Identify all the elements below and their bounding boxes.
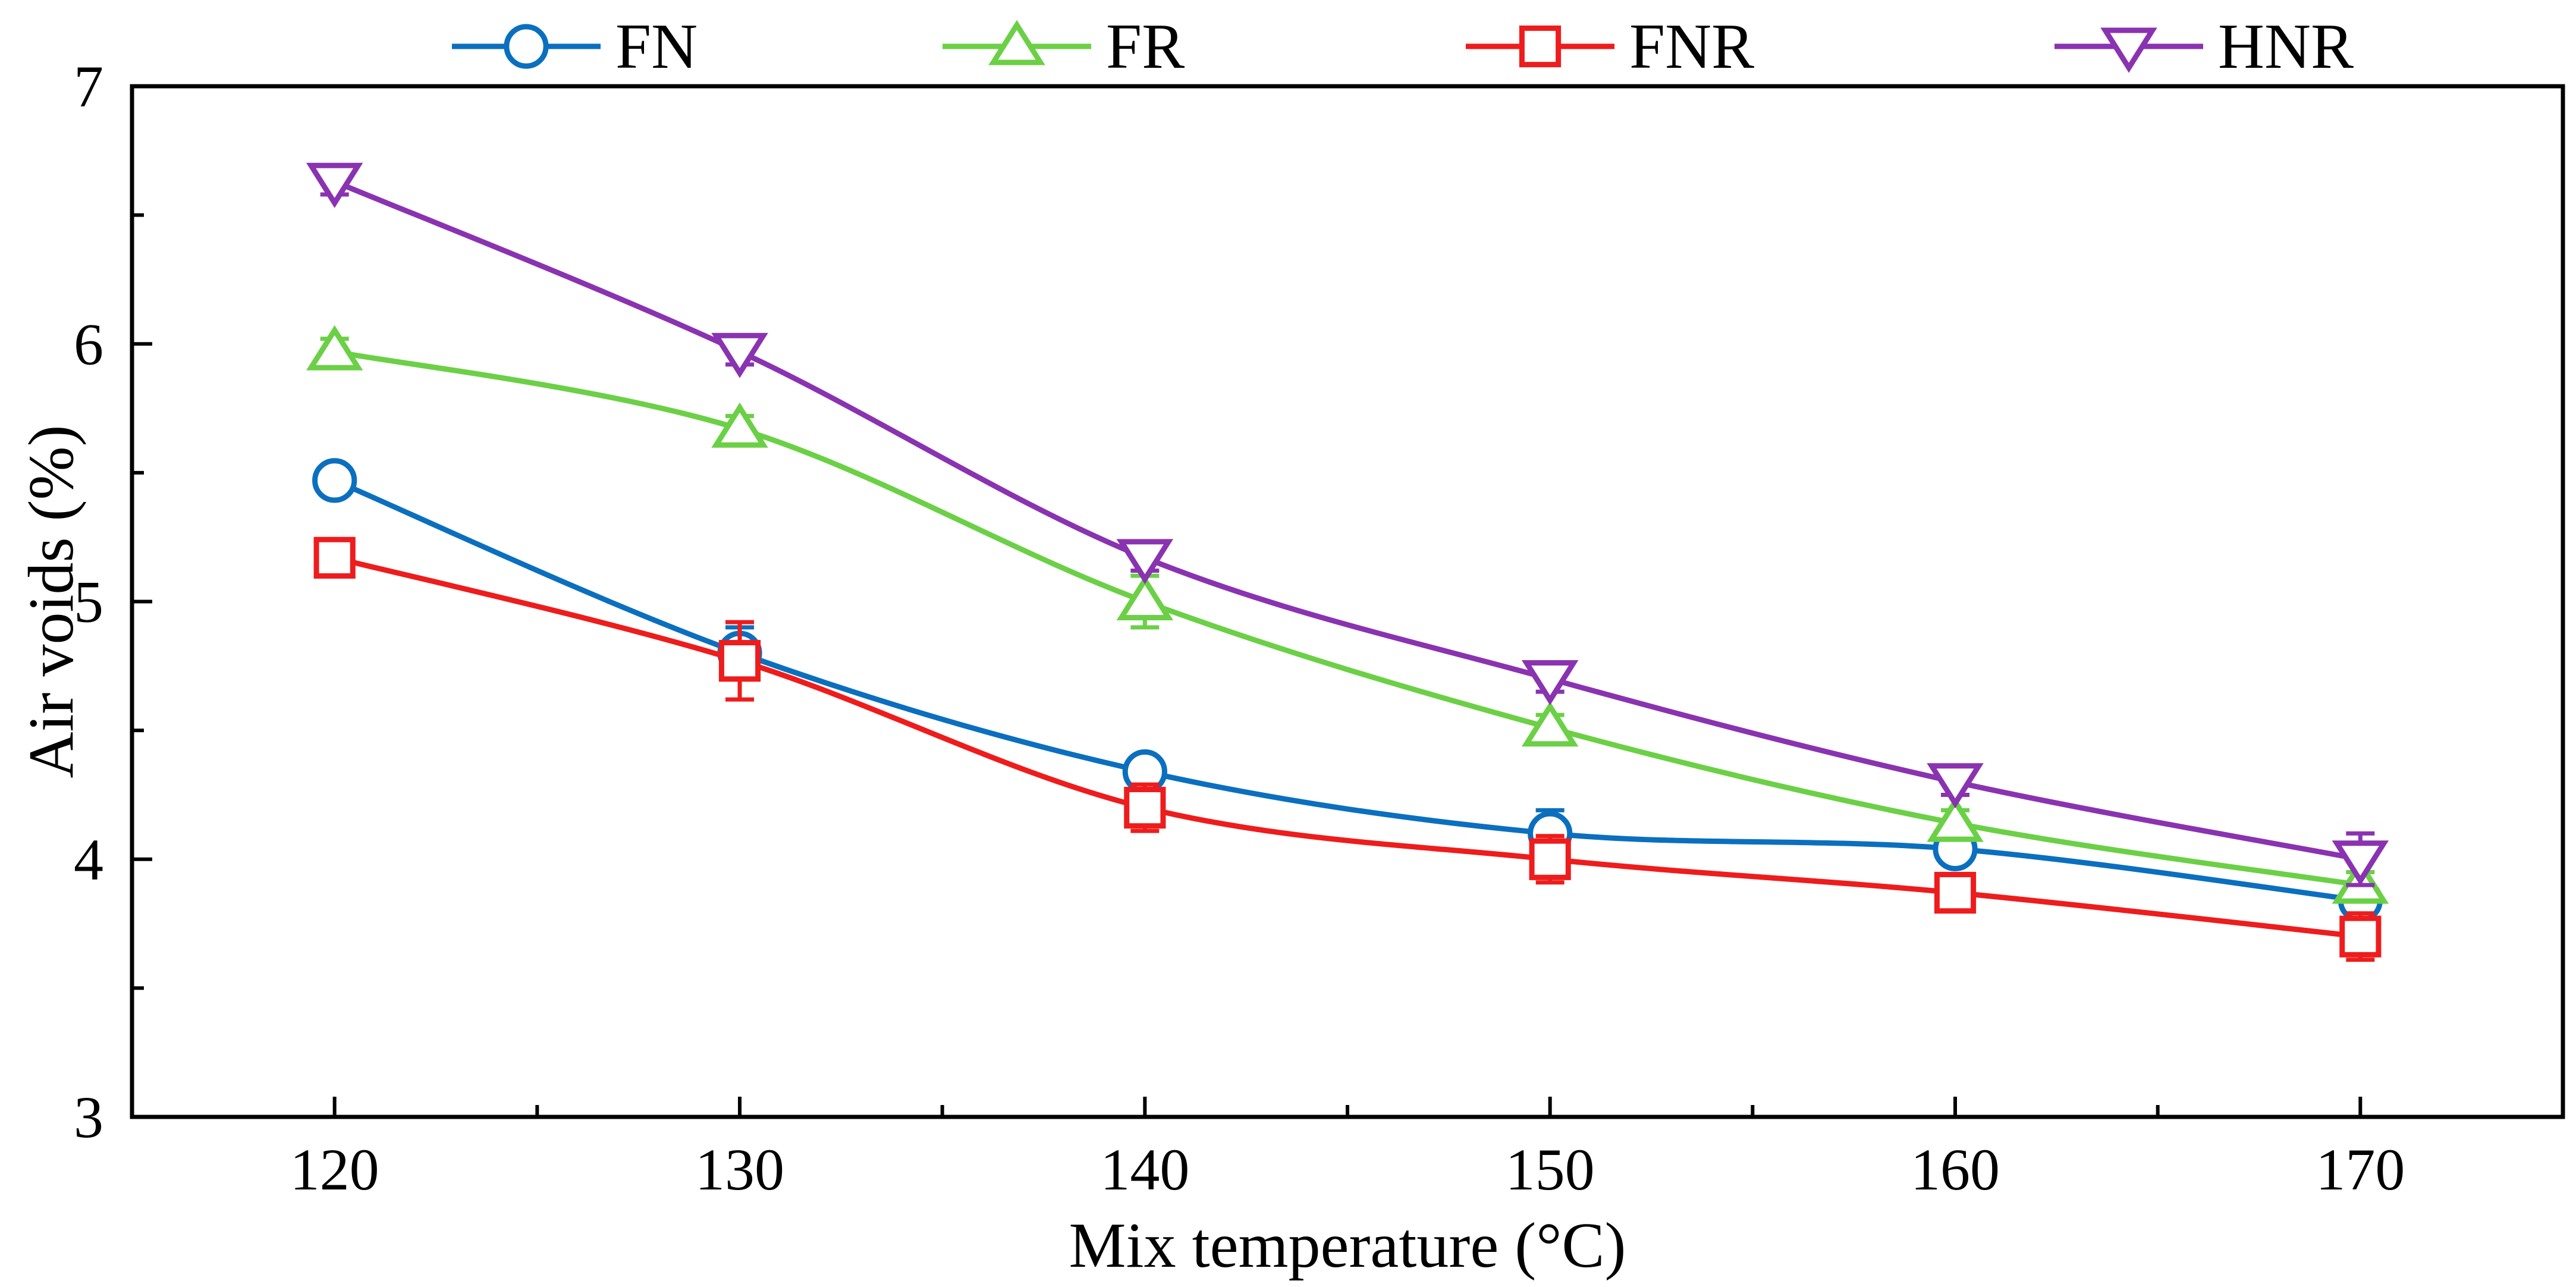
data-point-fnr: [718, 640, 761, 682]
legend-marker-hnr: [2100, 27, 2157, 73]
x-tick-label: 120: [290, 1137, 379, 1203]
series-line-hnr: [333, 179, 2361, 862]
data-point-fr: [1521, 701, 1579, 747]
data-point-fr: [711, 402, 768, 448]
legend-label-fnr: FNR: [1629, 11, 1754, 82]
data-point-hnr: [711, 332, 768, 378]
x-tick-label: 160: [1911, 1137, 2000, 1203]
data-point-hnr: [1521, 660, 1579, 705]
series-fr: [306, 325, 2389, 904]
data-point-fnr: [313, 536, 356, 579]
legend-marker-fr: [988, 20, 1045, 65]
series-fn: [312, 458, 2383, 923]
y-axis-title: Air voids (%): [16, 425, 87, 779]
plot-frame: [130, 84, 2565, 1119]
y-tick-label: 7: [74, 54, 103, 120]
x-tick-label: 130: [695, 1137, 784, 1203]
x-tick-label: 150: [1506, 1137, 1595, 1203]
data-point-fn: [312, 458, 357, 503]
series-line-fn: [333, 478, 2361, 903]
y-tick-label: 3: [74, 1084, 103, 1150]
series-layer: [306, 162, 2389, 962]
legend-item-fn: FN: [452, 11, 698, 82]
x-axis-title: Mix temperature (°C): [1069, 1210, 1626, 1281]
series-line-fnr: [334, 555, 2361, 940]
data-point-fr: [1927, 796, 1984, 842]
x-tick-label: 140: [1100, 1137, 1189, 1203]
y-tick-label: 4: [74, 827, 103, 893]
y-tick-label: 5: [74, 569, 103, 635]
data-point-hnr: [2332, 840, 2389, 886]
data-point-hnr: [306, 162, 363, 208]
data-point-hnr: [1927, 763, 1984, 809]
x-tick-label: 170: [2316, 1137, 2405, 1203]
data-point-fr: [306, 325, 363, 371]
legend-marker-fnr: [1519, 25, 1562, 68]
y-tick-label: 6: [74, 311, 103, 377]
data-point-fr: [1116, 575, 1174, 620]
data-point-fnr: [1124, 787, 1166, 829]
x-axis: 120 130 140 150 160 170: [290, 1097, 2405, 1203]
legend-item-fnr: FNR: [1466, 11, 1754, 82]
series-hnr: [306, 162, 2389, 887]
data-point-hnr: [1116, 539, 1174, 585]
legend-label-hnr: HNR: [2218, 11, 2354, 82]
legend: FN FR FNR HNR: [452, 11, 2354, 82]
data-point-fnr: [1934, 871, 1977, 914]
legend-item-fr: FR: [943, 11, 1185, 82]
legend-label-fr: FR: [1106, 11, 1185, 82]
legend-label-fn: FN: [615, 11, 698, 82]
data-point-fnr: [2339, 915, 2382, 958]
series-line-fr: [334, 349, 2361, 888]
legend-item-hnr: HNR: [2054, 11, 2354, 82]
series-fnr: [313, 536, 2382, 962]
y-axis: 3 4 5 6 7: [74, 54, 152, 1150]
legend-marker-fn: [504, 24, 549, 69]
data-point-fnr: [1529, 838, 1571, 880]
